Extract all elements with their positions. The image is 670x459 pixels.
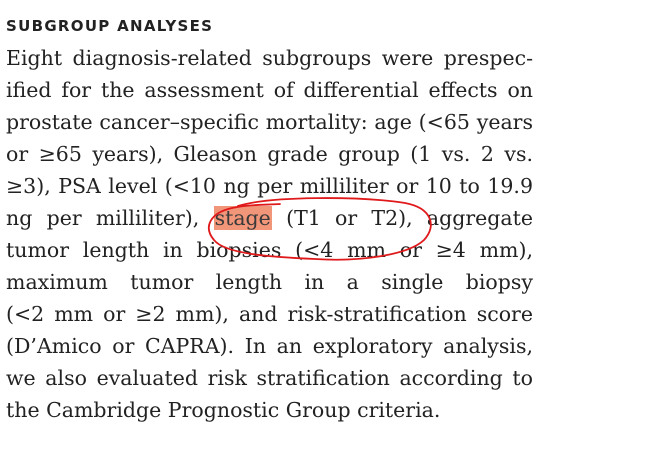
text-fragment: (T1 or T2), aggregate xyxy=(286,206,533,230)
text-line: ified for the assessment of differential… xyxy=(6,78,533,102)
text-line: ≥3), PSA level (<10 ng per milliliter or… xyxy=(6,174,533,198)
text-line: prostate cancer–specific mortality: age … xyxy=(6,110,533,134)
text-line: tumor length in biopsies (<4 mm or ≥4 mm… xyxy=(6,238,533,262)
text-line-with-highlight: ng per milliliter), stage (T1 or T2), ag… xyxy=(6,203,533,234)
text-line: or ≥65 years), Gleason grade group (1 vs… xyxy=(6,142,533,166)
text-fragment: ng per milliliter), xyxy=(6,206,200,230)
text-line: maximum tumor length in a single biopsy xyxy=(6,270,533,294)
text-line: (<2 mm or ≥2 mm), and risk-stratificatio… xyxy=(6,302,533,326)
text-line: (D’Amico or CAPRA). In an exploratory an… xyxy=(6,334,533,358)
text-line: we also evaluated risk stratification ac… xyxy=(6,366,533,390)
text-line: the Cambridge Prognostic Group criteria. xyxy=(6,398,441,422)
text-line: Eight diagnosis-related subgroups were p… xyxy=(6,46,533,70)
highlighted-word: stage xyxy=(213,206,272,230)
section-heading: SUBGROUP ANALYSES xyxy=(6,17,214,35)
